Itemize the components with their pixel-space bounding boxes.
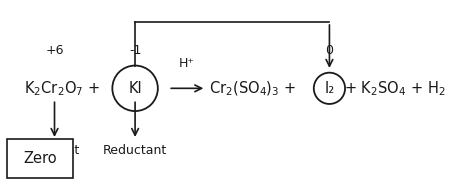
Text: KI: KI: [128, 81, 142, 96]
Text: Reductant: Reductant: [103, 144, 167, 157]
Text: H⁺: H⁺: [179, 57, 195, 70]
Text: I₂: I₂: [324, 81, 335, 96]
FancyBboxPatch shape: [7, 139, 73, 178]
Text: Cr$_2$(SO$_4$)$_3$ +: Cr$_2$(SO$_4$)$_3$ +: [209, 79, 296, 98]
Text: +6: +6: [45, 44, 64, 57]
Text: K$_2$Cr$_2$O$_7$ +: K$_2$Cr$_2$O$_7$ +: [24, 79, 100, 98]
Text: Oxidant: Oxidant: [30, 144, 79, 157]
Text: + K$_2$SO$_4$ + H$_2$: + K$_2$SO$_4$ + H$_2$: [344, 79, 445, 98]
Text: -1: -1: [129, 44, 141, 57]
Text: Zero: Zero: [24, 151, 57, 166]
Text: 0: 0: [326, 44, 333, 57]
